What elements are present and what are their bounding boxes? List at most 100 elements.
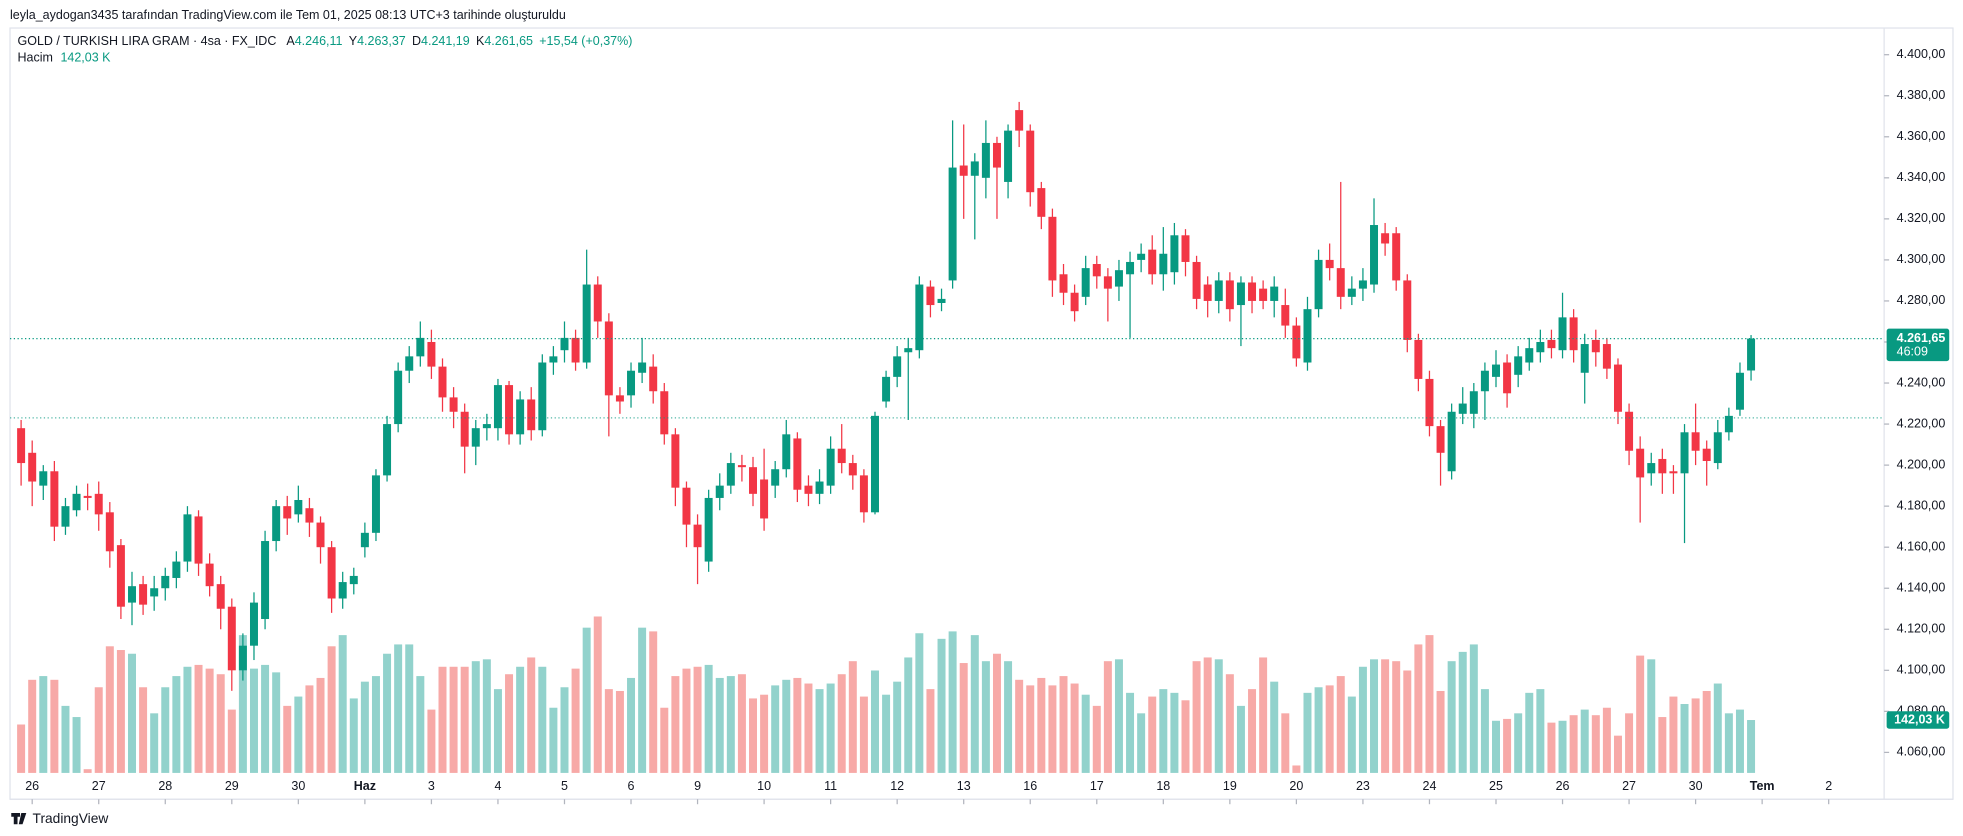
- candle-body: [1015, 110, 1024, 131]
- volume-bar: [1658, 717, 1667, 773]
- volume-bar: [1214, 659, 1223, 773]
- volume-bar: [183, 666, 192, 773]
- volume-bar: [194, 664, 203, 773]
- volume-bar: [1480, 689, 1489, 773]
- volume-bar: [205, 668, 214, 773]
- candle-body: [72, 493, 81, 511]
- volume-bar: [1103, 661, 1112, 773]
- candle-body: [17, 428, 26, 464]
- candle-body: [349, 575, 358, 585]
- candle-body: [970, 161, 979, 176]
- y-tick-label: 4.140,00: [1897, 581, 1946, 595]
- candle-body: [272, 506, 281, 542]
- candle-body: [1225, 280, 1234, 310]
- volume-bar: [1602, 707, 1611, 773]
- last-volume-label: 142,03 K: [1894, 712, 1945, 726]
- candle-body: [405, 356, 414, 371]
- y-tick-label: 4.160,00: [1897, 539, 1946, 553]
- candle-body: [948, 167, 957, 281]
- volume-bar: [1381, 659, 1390, 773]
- candle-body: [749, 467, 757, 494]
- candle-body: [1458, 403, 1467, 414]
- candle-body: [649, 366, 658, 392]
- volume-bar: [638, 627, 647, 773]
- volume-bar: [948, 631, 957, 773]
- change: +15,54 (+0,37%): [539, 34, 632, 48]
- x-tick-label: 25: [1489, 779, 1503, 793]
- volume-bar: [737, 674, 746, 773]
- volume-bar: [493, 689, 502, 773]
- x-tick-label: 10: [757, 779, 771, 793]
- volume-bar: [139, 687, 148, 773]
- candle-body: [371, 475, 380, 533]
- candle-body: [61, 506, 70, 527]
- legend: GOLD / TURKISH LIRA GRAM · 4sa · FX_IDC …: [18, 34, 277, 64]
- volume-bar: [1137, 713, 1146, 773]
- volume-bar: [1425, 635, 1434, 773]
- volume-bar: [1148, 696, 1157, 773]
- volume-bar: [1037, 677, 1046, 773]
- volume-bar: [1447, 661, 1456, 773]
- candle-body: [737, 465, 746, 468]
- candle-body: [981, 142, 990, 178]
- logo-text: TradingView: [33, 811, 109, 826]
- y-tick-label: 4.400,00: [1897, 47, 1946, 61]
- candle-body: [83, 495, 92, 498]
- candle-body: [1558, 317, 1567, 351]
- volume-bar: [1015, 679, 1024, 773]
- x-tick-label: 30: [291, 779, 305, 793]
- volume-bar: [1347, 696, 1356, 773]
- volume-bar: [116, 650, 125, 773]
- volume-bar: [804, 683, 813, 773]
- y-tick-label: 4.360,00: [1897, 129, 1946, 143]
- candle-body: [915, 284, 924, 351]
- y-tick-label: 4.280,00: [1897, 293, 1946, 307]
- volume-bar: [837, 674, 846, 773]
- x-tick-label: 13: [957, 779, 971, 793]
- volume-bar: [1292, 765, 1301, 773]
- candle-body: [1358, 280, 1367, 289]
- volume-bar: [1358, 666, 1367, 773]
- candle-body: [715, 485, 724, 498]
- candle-body: [1281, 305, 1290, 326]
- volume-bar: [39, 676, 48, 773]
- candle-body: [1569, 317, 1578, 351]
- candle-body: [1492, 364, 1500, 377]
- x-tick-label: 3: [428, 779, 435, 793]
- volume-bar: [1303, 692, 1312, 773]
- volume-bar: [1170, 692, 1179, 773]
- volume-bar: [1558, 720, 1567, 773]
- candle-body: [793, 438, 802, 490]
- volume-bar: [305, 685, 314, 773]
- candle-body: [1126, 261, 1135, 275]
- volume-bar: [1126, 692, 1135, 773]
- volume-bar: [1625, 713, 1634, 773]
- candle-body: [1181, 235, 1190, 262]
- volume-bar: [1436, 690, 1445, 773]
- candle-body: [482, 424, 491, 429]
- candle-body: [1480, 370, 1489, 392]
- candle-body: [593, 284, 602, 322]
- volume-bar: [294, 696, 303, 773]
- candle-body: [1170, 235, 1179, 273]
- candle-body: [1669, 471, 1678, 474]
- volume-bar: [28, 679, 37, 773]
- candle-body: [1037, 188, 1046, 217]
- y-tick-label: 4.100,00: [1897, 663, 1946, 677]
- y-tick-label: 4.340,00: [1897, 170, 1946, 184]
- candle-body: [937, 298, 946, 304]
- volume-bar: [1059, 676, 1068, 773]
- candle-body: [1691, 432, 1700, 451]
- volume-bar: [272, 672, 281, 773]
- candle-body: [1192, 261, 1201, 299]
- candle-body: [183, 514, 192, 562]
- candle-body: [1436, 426, 1445, 453]
- candle-body: [1048, 216, 1057, 281]
- volume-bar: [416, 676, 425, 773]
- candle-body: [139, 584, 148, 605]
- volume-bar: [904, 657, 913, 773]
- volume-bar: [316, 677, 325, 773]
- x-tick-label: 27: [1622, 779, 1636, 793]
- candle-body: [848, 463, 857, 476]
